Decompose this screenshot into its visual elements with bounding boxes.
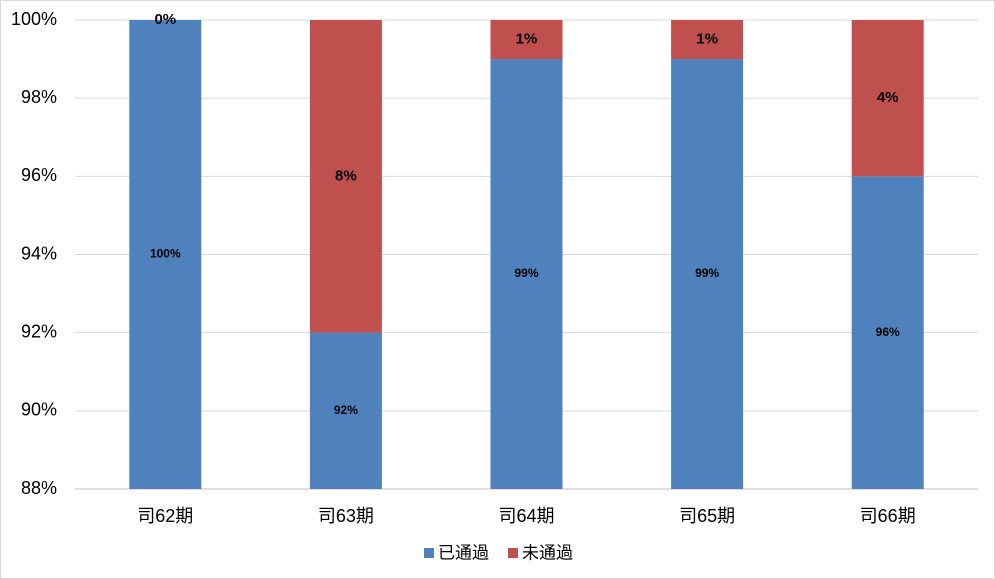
data-label: 8% (335, 167, 357, 184)
bar-segment (490, 20, 563, 60)
bar-segment (851, 176, 924, 490)
data-label: 1% (696, 31, 718, 48)
y-tick-label: 100% (11, 9, 57, 29)
data-label: 4% (877, 89, 899, 106)
y-tick-label: 92% (21, 321, 57, 341)
legend-swatch (508, 548, 518, 558)
y-tick-label: 96% (21, 165, 57, 185)
x-tick-label: 司63期 (318, 506, 374, 526)
bar-segment (851, 20, 924, 177)
data-label: 99% (695, 266, 719, 280)
legend-label: 已通過 (438, 543, 489, 562)
legend-label: 未通過 (522, 543, 573, 562)
y-tick-label: 94% (21, 243, 57, 263)
y-tick-label: 98% (21, 87, 57, 107)
data-label: 0% (154, 11, 176, 28)
bar-segment (309, 332, 382, 489)
bar-segment (309, 20, 382, 333)
bar-segment (671, 20, 744, 60)
legend-swatch (424, 548, 434, 558)
data-label: 99% (514, 266, 538, 280)
data-label: 1% (516, 31, 538, 48)
x-tick-label: 司62期 (137, 506, 193, 526)
data-label: 96% (876, 325, 900, 339)
data-label: 92% (334, 403, 358, 417)
y-tick-label: 90% (21, 400, 57, 420)
x-tick-label: 司65期 (679, 506, 735, 526)
bar-segment (671, 59, 744, 489)
x-tick-label: 司66期 (860, 506, 916, 526)
bar-segment (490, 59, 563, 489)
x-tick-label: 司64期 (498, 506, 554, 526)
y-tick-label: 88% (21, 478, 57, 498)
data-label: 100% (150, 247, 181, 261)
bar-segment (129, 20, 202, 489)
